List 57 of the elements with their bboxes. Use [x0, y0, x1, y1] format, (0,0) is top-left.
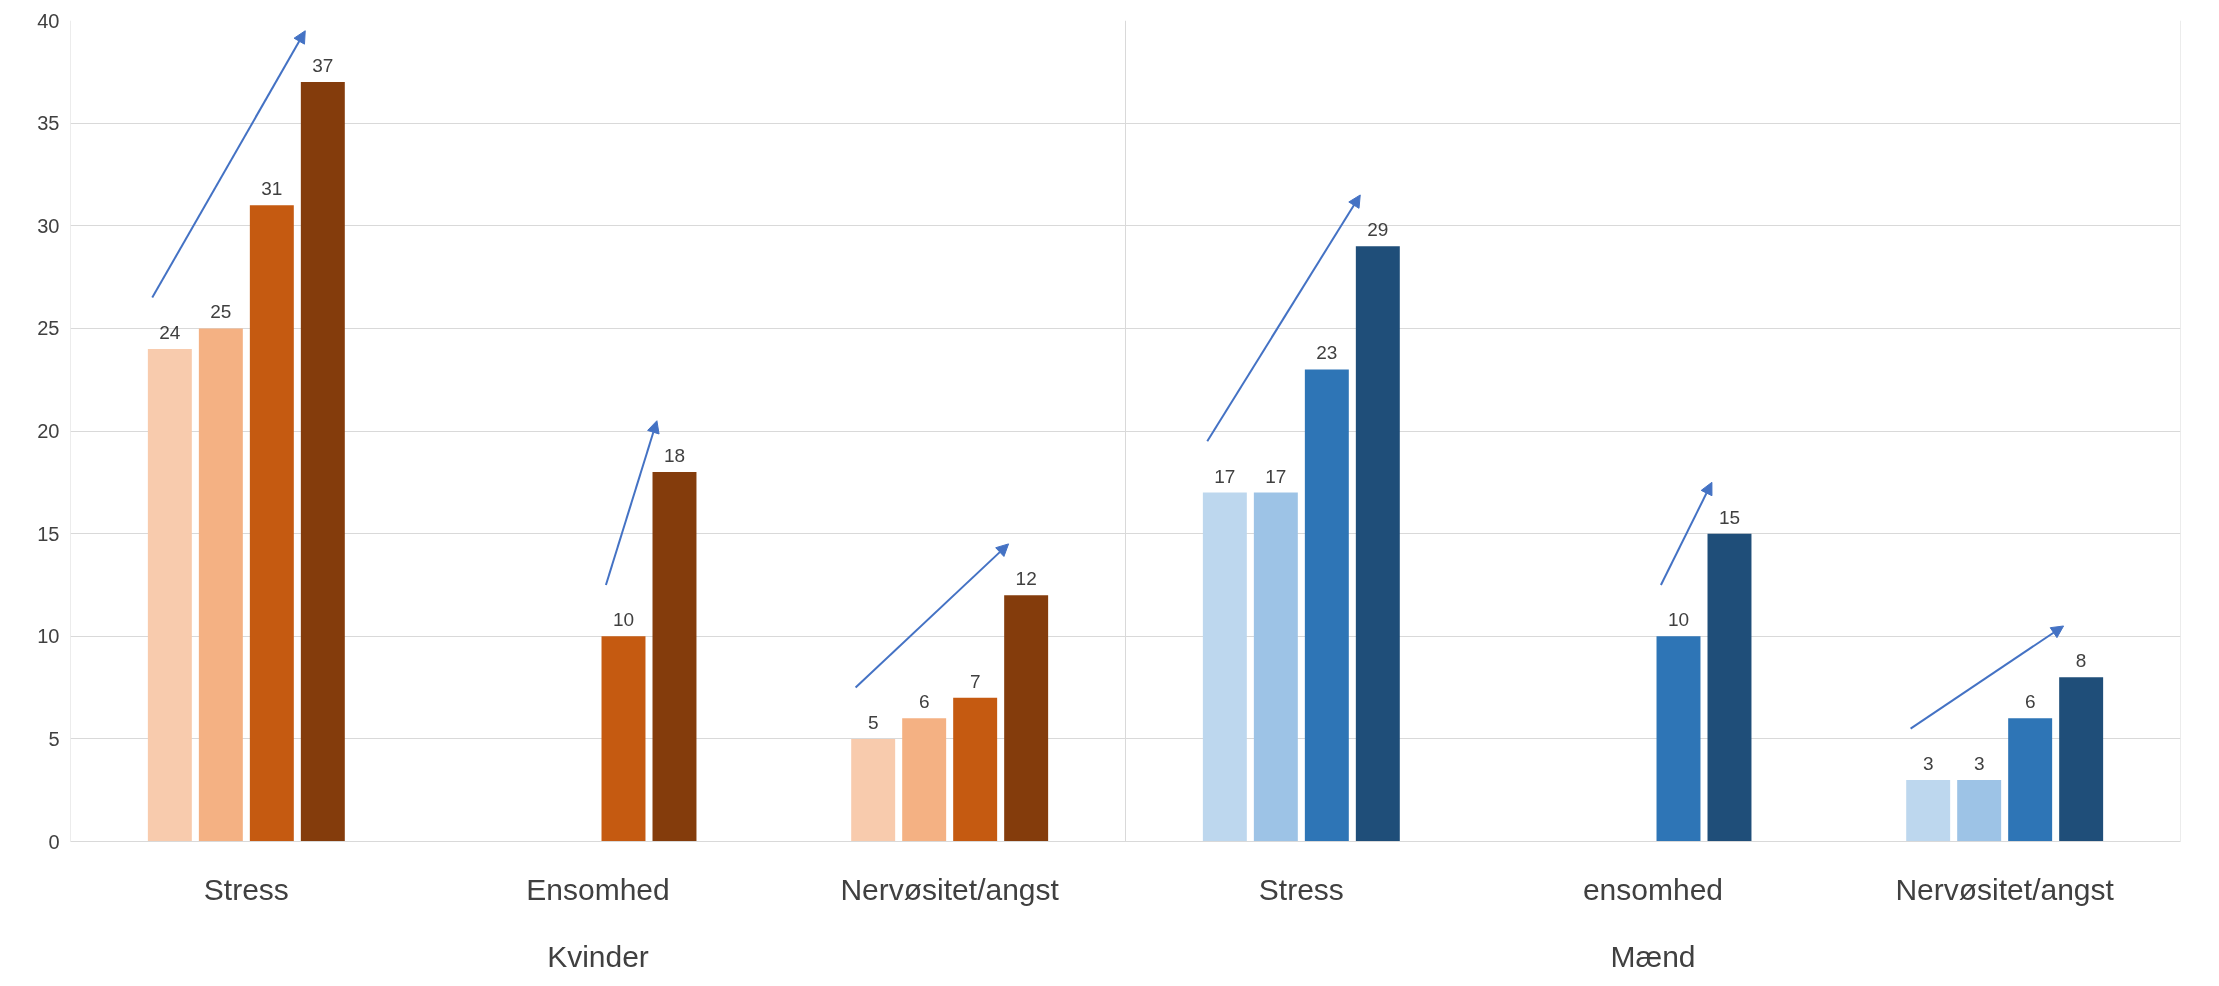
bar [1202, 492, 1247, 842]
x-tick-label: ensomhed [1582, 872, 1724, 906]
bar [1906, 779, 1951, 842]
y-tick-label: 25 [37, 317, 60, 340]
bar [1957, 779, 2002, 842]
bar [601, 636, 646, 842]
bar [851, 738, 896, 842]
data-label: 3 [1922, 752, 1934, 774]
y-tick-label: 10 [37, 625, 60, 648]
bar [1355, 246, 1400, 842]
bar [652, 472, 697, 842]
data-label: 18 [663, 445, 686, 467]
text: Mænd [1610, 939, 1696, 973]
x-tick-label: Stress [203, 872, 289, 906]
bar [300, 82, 345, 842]
bar [902, 718, 947, 842]
text: Kvinder [547, 939, 649, 973]
bar [953, 697, 998, 842]
y-tick-label: 40 [37, 9, 60, 32]
data-label: 8 [2075, 650, 2087, 672]
bar [1656, 636, 1701, 842]
data-label: 17 [1214, 465, 1236, 487]
data-label: 29 [1367, 219, 1389, 241]
data-label: 3 [1973, 752, 1985, 774]
bar [2008, 718, 2053, 842]
data-label: 37 [312, 55, 334, 77]
data-label: 25 [210, 301, 232, 323]
y-tick-label: 30 [37, 214, 60, 237]
data-label: 7 [969, 670, 981, 692]
y-tick-label: 5 [48, 727, 60, 750]
x-tick-label: Stress [1258, 872, 1344, 906]
bar [249, 205, 294, 842]
data-label: 12 [1015, 568, 1037, 590]
y-tick-label: 35 [37, 112, 60, 135]
data-label: 10 [612, 609, 635, 631]
bar [2059, 677, 2104, 842]
y-tick-label: 20 [37, 420, 60, 442]
data-label: 15 [1718, 506, 1741, 528]
data-label: 23 [1316, 342, 1338, 364]
y-tick-label: 0 [48, 830, 60, 853]
x-tick-label: Nervøsitet/angst [840, 872, 1060, 906]
bar [1304, 369, 1349, 842]
data-label: 31 [261, 178, 283, 200]
x-tick-label: Ensomhed [526, 872, 670, 906]
bar [198, 328, 243, 842]
bar [1004, 595, 1049, 842]
data-label: 5 [867, 711, 879, 733]
x-tick-label: Nervøsitet/angst [1895, 872, 2115, 906]
bar [1253, 492, 1298, 842]
bar [1707, 533, 1752, 842]
data-label: 6 [918, 691, 930, 713]
bar [147, 348, 192, 842]
y-tick-label: 15 [37, 522, 60, 545]
data-label: 6 [2024, 691, 2036, 713]
data-label: 17 [1265, 465, 1287, 487]
data-label: 24 [159, 321, 181, 343]
data-label: 10 [1667, 609, 1690, 631]
